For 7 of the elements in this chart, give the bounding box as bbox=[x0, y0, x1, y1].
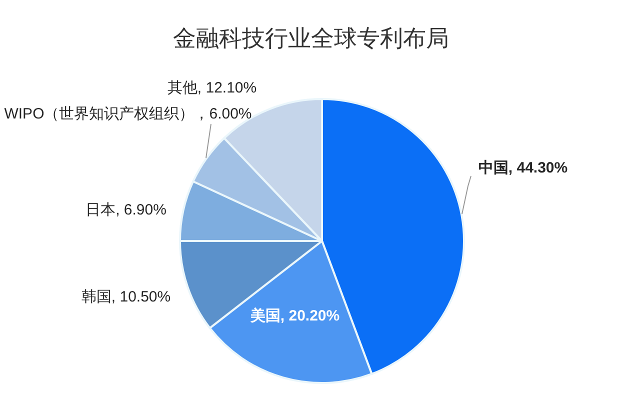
slice-label: 中国, 44.30% bbox=[478, 160, 568, 176]
slice-label: WIPO（世界知识产权组织），6.00% bbox=[4, 106, 252, 122]
chart-title: 金融科技行业全球专利布局 bbox=[173, 25, 449, 51]
slice-label: 美国, 20.20% bbox=[249, 306, 340, 324]
slice-label: 其他, 12.10% bbox=[167, 80, 257, 96]
slice-label: 韩国, 10.50% bbox=[81, 288, 171, 306]
slice-label: 日本, 6.90% bbox=[86, 202, 166, 218]
